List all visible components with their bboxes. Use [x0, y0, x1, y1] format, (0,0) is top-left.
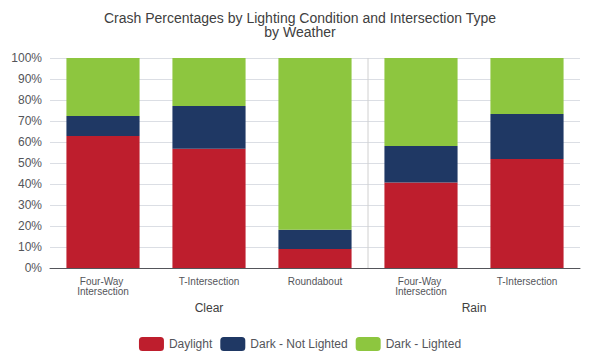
- svg-text:T-Intersection: T-Intersection: [179, 276, 240, 287]
- svg-text:40%: 40%: [18, 177, 42, 191]
- svg-text:20%: 20%: [18, 219, 42, 233]
- svg-text:Roundabout: Roundabout: [288, 276, 343, 287]
- svg-text:Clear: Clear: [195, 301, 224, 315]
- svg-text:30%: 30%: [18, 198, 42, 212]
- svg-text:10%: 10%: [18, 240, 42, 254]
- svg-text:50%: 50%: [18, 156, 42, 170]
- svg-text:Rain: Rain: [462, 301, 487, 315]
- svg-text:Four-Way: Four-Way: [79, 275, 127, 287]
- svg-text:60%: 60%: [18, 135, 42, 149]
- svg-text:70%: 70%: [18, 114, 42, 128]
- svg-text:Intersection: Intersection: [77, 286, 129, 297]
- svg-text:Crash Percentages by Lighting: Crash Percentages by Lighting Condition …: [104, 10, 496, 26]
- svg-text:Dark - Not Lighted: Dark - Not Lighted: [250, 337, 347, 351]
- svg-text:Four-Way: Four-Way: [397, 275, 445, 287]
- svg-text:T-Intersection: T-Intersection: [497, 276, 558, 287]
- svg-text:80%: 80%: [18, 93, 42, 107]
- svg-text:Daylight: Daylight: [169, 337, 213, 351]
- svg-text:0%: 0%: [25, 261, 43, 275]
- svg-text:by Weather: by Weather: [264, 24, 336, 40]
- svg-text:90%: 90%: [18, 72, 42, 86]
- svg-text:100%: 100%: [11, 51, 42, 65]
- svg-text:Intersection: Intersection: [395, 286, 447, 297]
- svg-text:Dark - Lighted: Dark - Lighted: [386, 337, 461, 351]
